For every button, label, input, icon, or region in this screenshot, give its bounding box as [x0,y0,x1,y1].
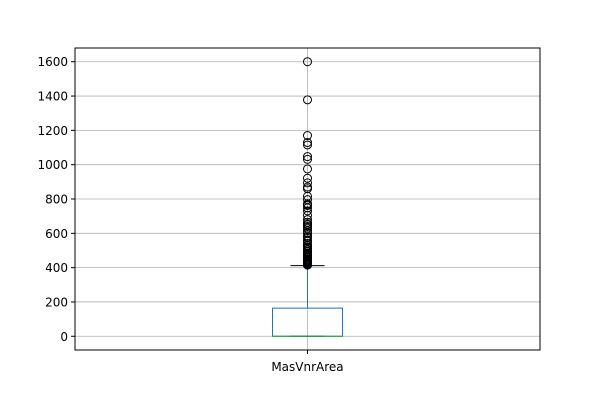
y-tick-label: 1000 [37,158,68,172]
outlier-point [303,206,312,216]
y-tick-label: 1200 [37,124,68,138]
outlier-point [303,152,312,162]
outlier-point [303,201,312,211]
outlier-point [303,260,312,270]
outlier-point [303,178,312,188]
y-tick-label: 1600 [37,55,68,69]
x-tick-label: MasVnrArea [271,360,343,374]
y-tick-label: 400 [45,261,68,275]
y-tick-label: 600 [45,227,68,241]
y-tick-label: 0 [60,330,68,344]
outlier-point [303,95,312,105]
outlier-point [303,210,312,220]
y-tick-label: 200 [45,295,68,309]
outlier-point [303,140,312,150]
box-plot [272,265,343,337]
outlier-point [303,131,312,141]
outlier-point [303,236,312,246]
outlier-point [303,173,312,183]
y-tick-label: 1400 [37,90,68,104]
outlier-point [303,164,312,174]
outlier-point [303,57,312,67]
outlier-point [303,138,312,148]
outlier-points [303,57,312,270]
outlier-point [303,203,312,213]
y-tick-label: 800 [45,193,68,207]
outlier-point [303,215,312,225]
axis-ticks: 0 200 400 600 800 1000 1200 1400 1600 MasVnrArea [37,55,343,374]
outlier-point [303,154,312,164]
